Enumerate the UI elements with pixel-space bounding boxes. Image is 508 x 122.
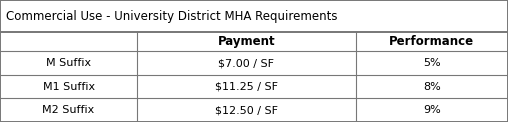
Text: 5%: 5%: [423, 58, 440, 68]
Text: Payment: Payment: [217, 35, 275, 48]
Text: Commercial Use - University District MHA Requirements: Commercial Use - University District MHA…: [6, 10, 338, 23]
Text: 8%: 8%: [423, 82, 440, 92]
Text: M1 Suffix: M1 Suffix: [43, 82, 94, 92]
Text: $11.25 / SF: $11.25 / SF: [215, 82, 278, 92]
Text: 9%: 9%: [423, 105, 440, 115]
Text: $7.00 / SF: $7.00 / SF: [218, 58, 274, 68]
Text: Performance: Performance: [389, 35, 474, 48]
Text: $12.50 / SF: $12.50 / SF: [215, 105, 278, 115]
Text: M Suffix: M Suffix: [46, 58, 91, 68]
Text: M2 Suffix: M2 Suffix: [43, 105, 94, 115]
